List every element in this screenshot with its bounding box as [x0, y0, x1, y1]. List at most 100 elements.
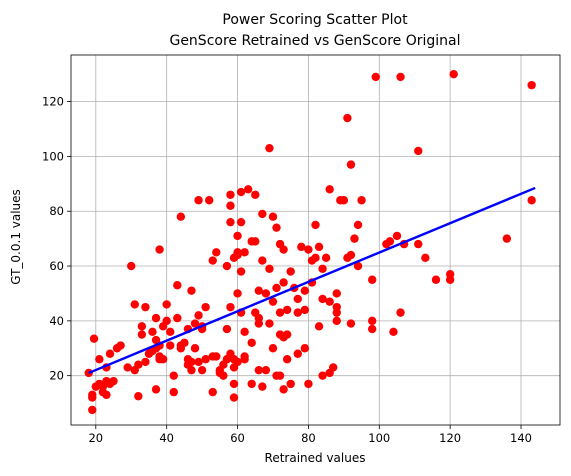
scatter-point — [311, 253, 320, 263]
scatter-point — [222, 324, 232, 334]
scatter-point — [282, 305, 292, 315]
scatter-point — [272, 223, 281, 232]
scatter-point — [339, 196, 349, 205]
scatter-point — [311, 220, 320, 230]
scatter-point — [137, 330, 147, 339]
scatter-point — [123, 363, 132, 372]
scatter-point — [187, 357, 196, 367]
scatter-point — [279, 245, 288, 254]
scatter-point — [233, 248, 242, 257]
scatter-point — [431, 275, 441, 284]
scatter-point — [194, 357, 203, 367]
scatter-point — [265, 264, 274, 273]
scatter-point — [314, 242, 324, 252]
y-tick-label: 80 — [49, 204, 64, 218]
scatter-point — [385, 237, 395, 246]
scatter-point — [321, 253, 331, 263]
plot-frame — [70, 54, 561, 426]
scatter-point — [166, 327, 175, 337]
scatter-point — [297, 242, 306, 252]
scatter-point — [116, 341, 125, 350]
scatter-point — [233, 357, 242, 367]
scatter-point — [251, 237, 260, 246]
fit-line — [88, 186, 536, 375]
scatter-point — [318, 294, 327, 304]
scatter-point — [226, 217, 235, 227]
scatter-point — [282, 330, 292, 339]
scatter-point — [258, 256, 267, 265]
scatter-point — [236, 267, 246, 276]
scatter-point — [414, 239, 423, 249]
scatter-point — [134, 392, 143, 401]
scatter-point — [201, 355, 210, 364]
scatter-point — [300, 344, 310, 353]
scatter-point — [204, 196, 214, 205]
scatter-point — [226, 201, 235, 210]
scatter-point — [212, 352, 221, 361]
scatter-point — [332, 316, 341, 326]
scatter-point — [396, 308, 405, 317]
scatter-point — [293, 349, 302, 358]
scatter-point — [233, 289, 242, 298]
scatter-point — [169, 387, 178, 397]
scatter-point — [325, 185, 334, 194]
scatter-point — [318, 371, 327, 380]
x-axis-label: Retrained values — [265, 451, 366, 465]
x-tick-label: 60 — [230, 431, 245, 445]
scatter-point — [318, 264, 327, 273]
scatter-point — [169, 371, 178, 380]
data-points — [84, 69, 536, 415]
scatter-point — [265, 143, 274, 153]
scatter-point — [226, 302, 235, 312]
scatter-point — [247, 338, 256, 347]
scatter-point — [279, 385, 288, 394]
scatter-point — [367, 316, 377, 326]
grid — [71, 55, 560, 425]
scatter-point — [293, 308, 302, 317]
scatter-point — [367, 324, 377, 334]
scatter-point — [286, 267, 295, 276]
scatter-point — [502, 234, 512, 243]
scatter-point — [208, 256, 217, 265]
x-tick-label: 40 — [159, 431, 174, 445]
scatter-point — [527, 80, 536, 90]
scatter-point — [240, 248, 249, 257]
scatter-point — [229, 393, 239, 402]
scatter-point — [162, 300, 171, 309]
scatter-point — [332, 302, 341, 312]
x-axis-ticks: 20 40 60 80 100 120 140 — [88, 425, 532, 445]
scatter-point — [127, 261, 136, 271]
scatter-point — [236, 217, 246, 227]
scatter-point — [187, 365, 196, 375]
scatter-point — [148, 327, 157, 337]
scatter-point — [151, 313, 161, 323]
scatter-point — [353, 261, 363, 271]
scatter-point — [346, 250, 356, 260]
scatter-point — [346, 319, 356, 328]
y-axis-label: GT_0.0.1 values — [9, 189, 23, 285]
scatter-point — [173, 313, 182, 323]
scatter-point — [130, 300, 139, 309]
scatter-point — [268, 212, 278, 221]
scatter-point — [229, 379, 239, 389]
scatter-point — [282, 355, 292, 364]
scatter-point — [155, 245, 164, 254]
x-tick-label: 20 — [88, 431, 103, 445]
scatter-point — [240, 355, 249, 364]
scatter-point — [265, 319, 274, 328]
scatter-point — [272, 283, 281, 293]
scatter-point — [236, 187, 246, 197]
scatter-point — [293, 294, 302, 304]
scatter-point — [247, 379, 256, 389]
scatter-point — [445, 270, 455, 279]
scatter-point — [389, 327, 398, 337]
scatter-point — [190, 319, 200, 328]
scatter-point — [371, 72, 380, 82]
scatter-point — [226, 190, 235, 199]
scatter-point — [275, 308, 285, 317]
x-tick-label: 140 — [510, 431, 532, 445]
scatter-point — [88, 405, 97, 415]
scatter-point — [134, 360, 143, 369]
scatter-point — [201, 302, 210, 312]
